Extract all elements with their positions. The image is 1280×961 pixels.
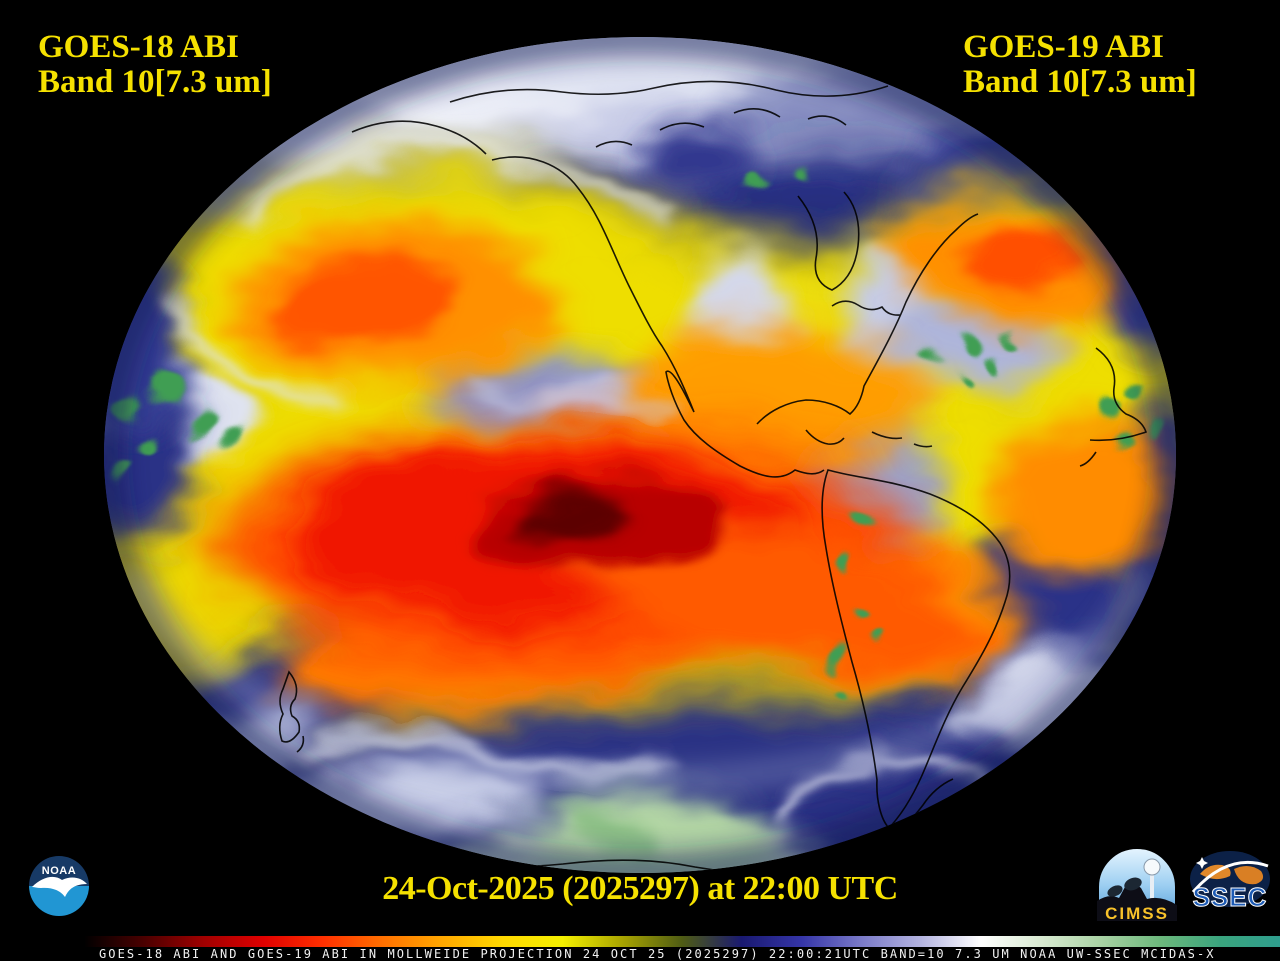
statusbar-text: GOES-18 ABI AND GOES-19 ABI IN MOLLWEIDE… [99,947,1216,961]
noaa-logo: NOAA [29,856,89,916]
ssec-orbit-swoosh [1191,860,1269,893]
goes18-satellite-label: GOES-18 ABI [38,29,239,65]
south-limb-cloud-band [128,567,1152,787]
timestamp-caption: 24-Oct-2025 (2025297) at 22:00 UTC [382,870,898,907]
ssec-globe [1190,851,1270,907]
goes18-band-label: Band 10[7.3 um] [38,64,272,100]
ssec-continent-east [1234,865,1264,885]
ssec-star-icon [1196,857,1208,869]
coastline-overlay [278,80,1148,873]
cimss-tower-sphere [1143,858,1161,876]
cimss-logo: CIMSS [1095,845,1179,923]
limb-darkening [104,37,1176,873]
cimss-logo-text: CIMSS [1105,904,1169,923]
colorbar [84,936,1280,947]
ssec-logo: SSEC [1190,851,1270,913]
goes19-band-label: Band 10[7.3 um] [963,64,1197,100]
noaa-logo-text: NOAA [42,865,76,877]
cimss-dish-icon-2 [1124,877,1142,891]
statusbar: GOES-18 ABI AND GOES-19 ABI IN MOLLWEIDE… [0,934,1280,961]
header-goes18: GOES-18 ABI Band 10[7.3 um] [38,30,272,100]
cimss-tower [1150,873,1154,899]
ssec-logo-text: SSEC [1193,882,1268,912]
noaa-seagull-icon [32,876,87,897]
cimss-dish-icon [1107,885,1123,897]
cimss-label-band [1099,905,1175,921]
header-goes19: GOES-19 ABI Band 10[7.3 um] [963,30,1197,100]
goes19-satellite-label: GOES-19 ABI [963,29,1164,65]
